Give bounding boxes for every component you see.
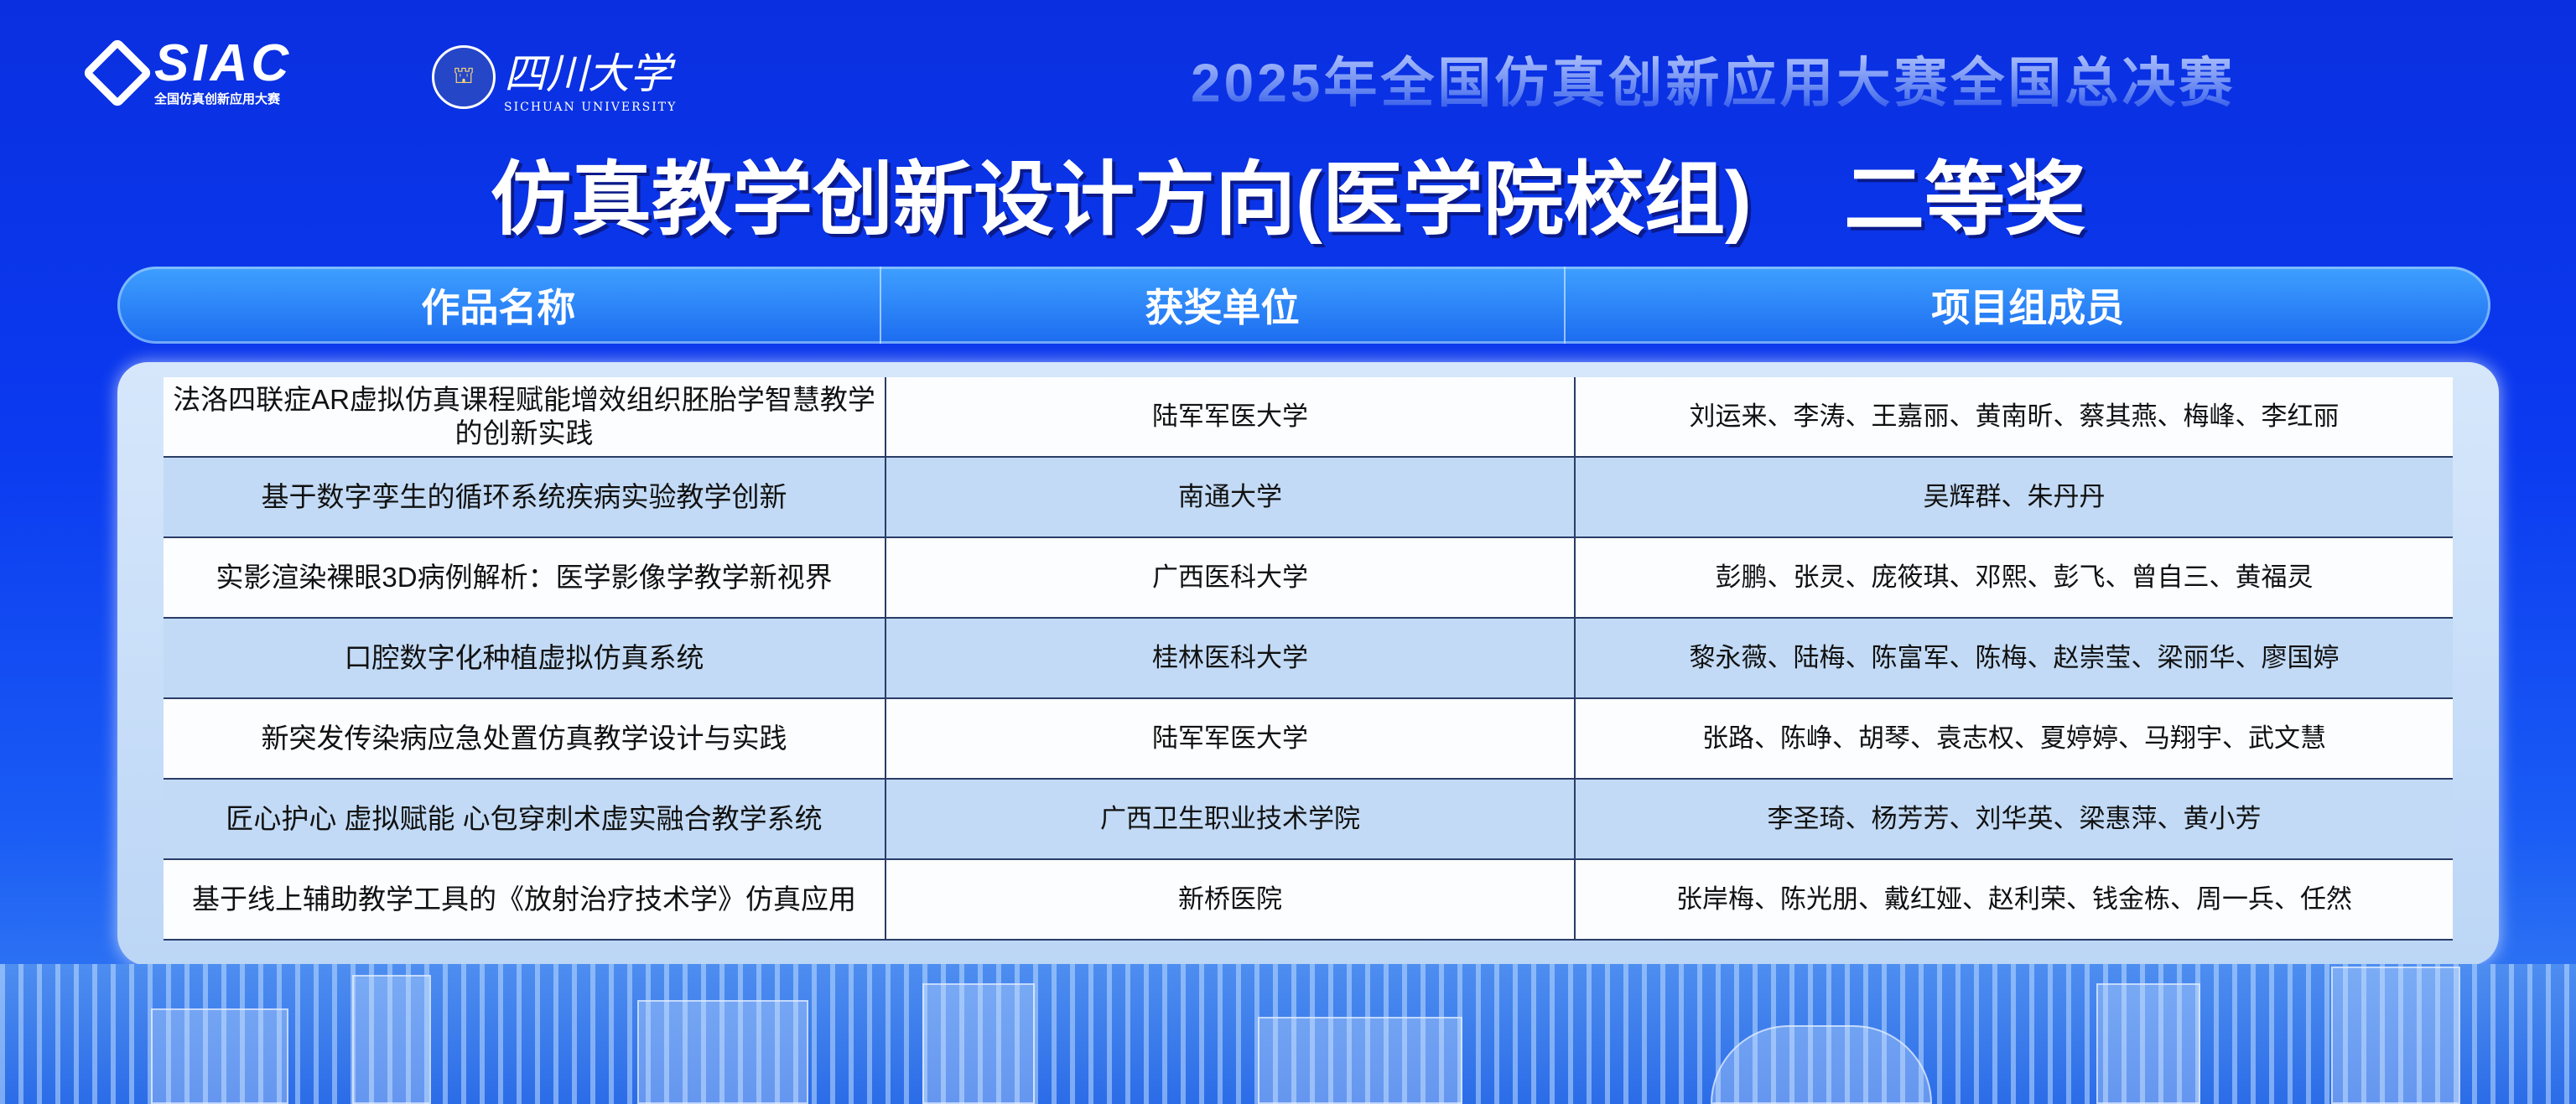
project-name-cell: 基于数字孪生的循环系统疾病实验教学创新: [164, 457, 886, 538]
team-members-cell: 张路、陈峥、胡琴、袁志权、夏婷婷、马翔宇、武文慧: [1575, 698, 2453, 780]
team-members-cell: 刘运来、李涛、王嘉丽、黄南昕、蔡其燕、梅峰、李红丽: [1575, 377, 2453, 458]
team-members-cell: 黎永薇、陆梅、陈富军、陈梅、赵崇莹、梁丽华、廖国婷: [1575, 618, 2453, 699]
table-row: 法洛四联症AR虚拟仿真课程赋能增效组织胚胎学智慧教学的创新实践 陆军军医大学 刘运来…: [164, 377, 2453, 458]
project-name-cell: 基于线上辅助教学工具的《放射治疗技术学》仿真应用: [164, 859, 886, 941]
university-logo-text: 四川大学: [504, 49, 672, 98]
project-name-cell: 法洛四联症AR虚拟仿真课程赋能增效组织胚胎学智慧教学的创新实践: [164, 377, 886, 458]
table-row: 新突发传染病应急处置仿真教学设计与实践 陆军军医大学 张路、陈峥、胡琴、袁志权、夏婷…: [164, 698, 2453, 780]
table-row: 实影渲染裸眼3D病例解析：医学影像学教学新视界 广西医科大学 彭鹏、张灵、庞筱琪、邓…: [164, 537, 2453, 619]
award-unit-cell: 桂林医科大学: [885, 618, 1576, 699]
header-team-members: 项目组成员: [1563, 267, 2490, 344]
team-members-cell: 李圣琦、杨芳芳、刘华英、梁惠萍、黄小芳: [1575, 779, 2453, 860]
table-row: 口腔数字化种植虚拟仿真系统 桂林医科大学 黎永薇、陆梅、陈富军、陈梅、赵崇莹、梁丽华…: [164, 618, 2453, 699]
award-category: 仿真教学创新设计方向(医学院校组): [491, 155, 1752, 245]
award-level: 二等奖: [1843, 155, 2085, 245]
page-title: 仿真教学创新设计方向(医学院校组) 二等奖: [0, 134, 2576, 251]
siac-diamond-icon: [81, 37, 153, 108]
siac-logo: SIAC 全国仿真创新应用大赛: [81, 34, 293, 108]
project-name-cell: 口腔数字化种植虚拟仿真系统: [164, 618, 886, 699]
siac-logo-subtext: 全国仿真创新应用大赛: [154, 92, 281, 106]
project-name-cell: 匠心护心 虚拟赋能 心包穿刺术虚实融合教学系统: [164, 779, 886, 860]
sichuan-university-logo: ⛫ 四川大学 SICHUAN UNIVERSITY: [432, 40, 677, 114]
table-row: 基于线上辅助教学工具的《放射治疗技术学》仿真应用 新桥医院 张岸梅、陈光朋、戴红娅、…: [164, 859, 2453, 941]
table-row: 匠心护心 虚拟赋能 心包穿刺术虚实融合教学系统 广西卫生职业技术学院 李圣琦、杨芳芳…: [164, 779, 2453, 860]
award-unit-cell: 新桥医院: [885, 859, 1576, 941]
award-unit-cell: 陆军军医大学: [885, 377, 1576, 458]
awards-table: 法洛四联症AR虚拟仿真课程赋能增效组织胚胎学智慧教学的创新实践 陆军军医大学 刘运来…: [164, 377, 2453, 941]
award-unit-cell: 广西卫生职业技术学院: [885, 779, 1576, 860]
header-award-unit: 获奖单位: [879, 267, 1564, 344]
team-members-cell: 彭鹏、张灵、庞筱琪、邓熙、彭飞、曾自三、黄福灵: [1575, 537, 2453, 619]
award-unit-cell: 广西医科大学: [885, 537, 1576, 619]
university-seal-icon: ⛫: [432, 45, 496, 109]
team-members-cell: 张岸梅、陈光朋、戴红娅、赵利荣、钱金栋、周一兵、任然: [1575, 859, 2453, 941]
team-members-cell: 吴辉群、朱丹丹: [1575, 457, 2453, 538]
university-logo-subtext: SICHUAN UNIVERSITY: [504, 101, 678, 114]
event-title: 2025年全国仿真创新应用大赛全国总决赛: [1191, 40, 2236, 117]
header-project-name: 作品名称: [421, 286, 576, 329]
table-row: 基于数字孪生的循环系统疾病实验教学创新 南通大学 吴辉群、朱丹丹: [164, 457, 2453, 538]
table-header: 作品名称 获奖单位 项目组成员: [117, 267, 2490, 344]
city-skyline-decoration: [0, 964, 2576, 1104]
siac-logo-text: SIAC: [154, 34, 293, 92]
award-unit-cell: 陆军军医大学: [885, 698, 1576, 780]
award-unit-cell: 南通大学: [885, 457, 1576, 538]
awards-table-panel: 法洛四联症AR虚拟仿真课程赋能增效组织胚胎学智慧教学的创新实践 陆军军医大学 刘运来…: [117, 362, 2499, 966]
project-name-cell: 实影渲染裸眼3D病例解析：医学影像学教学新视界: [164, 537, 886, 619]
project-name-cell: 新突发传染病应急处置仿真教学设计与实践: [164, 698, 886, 780]
